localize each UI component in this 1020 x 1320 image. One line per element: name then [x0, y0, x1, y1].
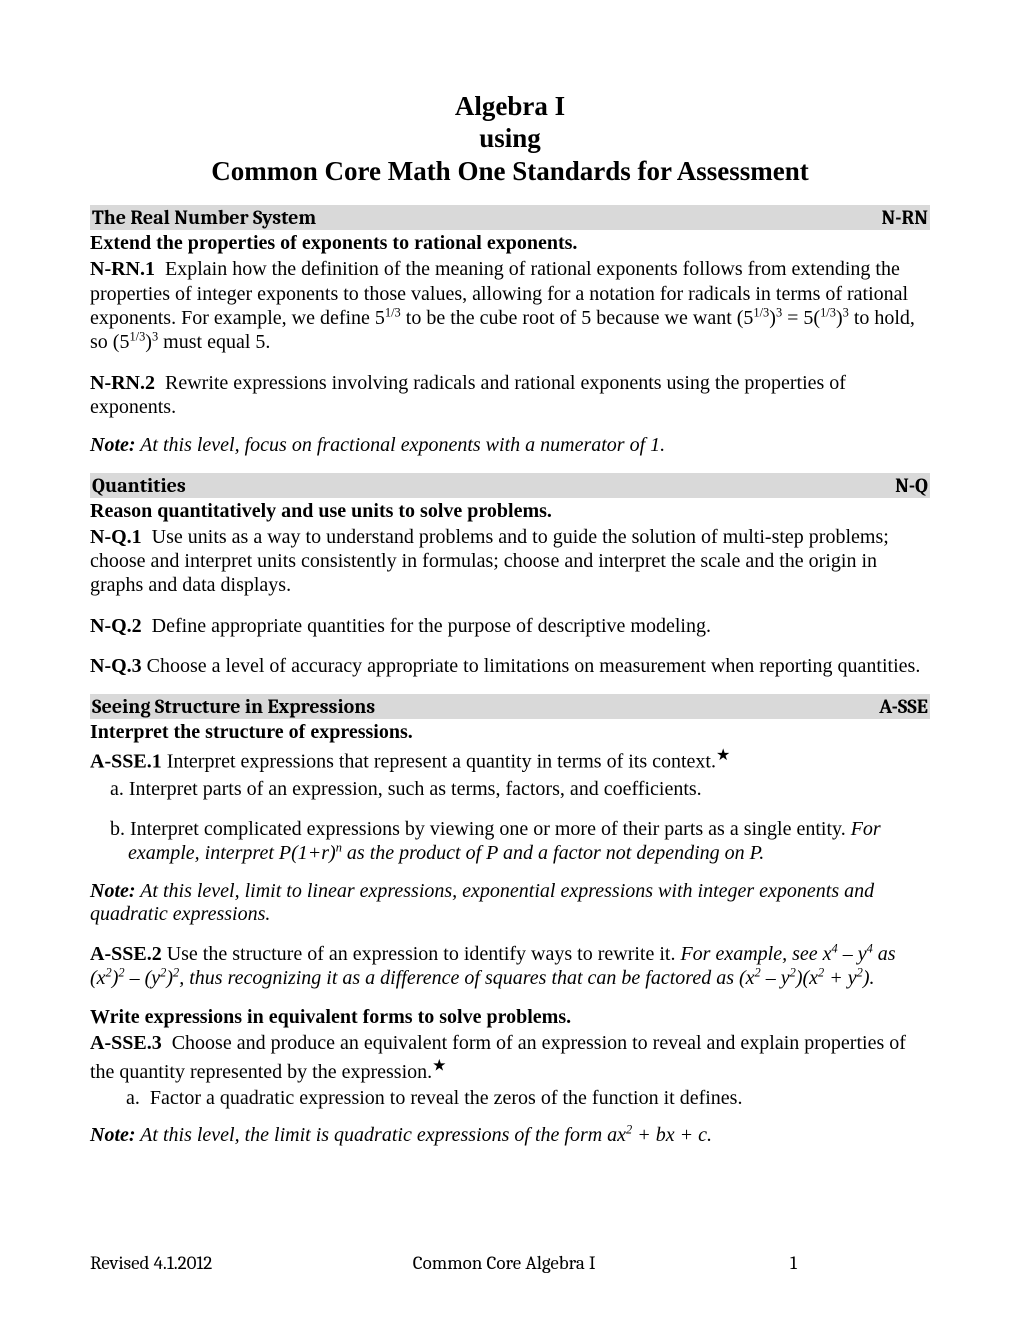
title-line-1: Algebra I	[90, 90, 930, 122]
sub-item-b: b. Interpret complicated expressions by …	[128, 817, 930, 866]
title-block: Algebra I using Common Core Math One Sta…	[90, 90, 930, 187]
cluster-heading: Interpret the structure of expressions.	[90, 721, 930, 744]
section-title: Quantities	[92, 474, 186, 497]
section-header-nrn: The Real Number System N-RN	[90, 205, 930, 230]
star-icon: ★	[432, 1057, 446, 1074]
standard-text: Choose a level of accuracy appropriate t…	[147, 655, 921, 677]
standard-asse3: A-SSE.3 Choose and produce an equivalent…	[90, 1031, 930, 1083]
sub-marker: a.	[126, 1087, 140, 1109]
standard-code: N-Q.3	[90, 655, 142, 677]
standard-code: A-SSE.2	[90, 943, 162, 965]
section-code: A-SSE	[879, 695, 928, 718]
section-title: The Real Number System	[92, 206, 316, 229]
section-title: Seeing Structure in Expressions	[92, 695, 375, 718]
standard-code: A-SSE.1	[90, 751, 162, 773]
note-text: At this level, limit to linear expressio…	[90, 880, 874, 925]
standard-nq1: N-Q.1 Use units as a way to understand p…	[90, 525, 930, 598]
standard-text: Use units as a way to understand problem…	[90, 526, 889, 597]
standard-code: A-SSE.3	[90, 1032, 162, 1054]
note-nrn: Note: At this level, focus on fractional…	[90, 434, 930, 457]
standard-text: Explain how the definition of the meanin…	[90, 258, 915, 353]
title-line-3: Common Core Math One Standards for Asses…	[90, 155, 930, 187]
sub-marker: a.	[110, 778, 124, 800]
note-text: At this level, focus on fractional expon…	[136, 434, 666, 456]
standard-text: Define appropriate quantities for the pu…	[152, 615, 711, 637]
cluster-heading: Write expressions in equivalent forms to…	[90, 1006, 930, 1029]
standard-code: N-RN.2	[90, 372, 155, 394]
standard-code: N-Q.2	[90, 615, 142, 637]
section-code: N-RN	[882, 206, 928, 229]
section-code: N-Q	[895, 474, 928, 497]
standard-code: N-RN.1	[90, 258, 155, 280]
page-footer: Revised 4.1.2012 Common Core Algebra I 1	[90, 1252, 930, 1274]
note-label: Note:	[90, 434, 136, 456]
document-page: Algebra I using Common Core Math One Sta…	[0, 0, 1020, 1320]
standard-nq2: N-Q.2 Define appropriate quantities for …	[90, 614, 930, 638]
section-header-asse: Seeing Structure in Expressions A-SSE	[90, 694, 930, 719]
standard-nq3: N-Q.3 Choose a level of accuracy appropr…	[90, 654, 930, 678]
footer-revised: Revised 4.1.2012	[90, 1252, 212, 1274]
sub-marker: b.	[110, 818, 125, 840]
standard-text: Use the structure of an expression to id…	[90, 943, 896, 989]
standard-text: Interpret expressions that represent a q…	[162, 751, 716, 773]
star-icon: ★	[716, 747, 730, 764]
standard-code: N-Q.1	[90, 526, 142, 548]
note-asse1: Note: At this level, limit to linear exp…	[90, 880, 930, 926]
section-header-nq: Quantities N-Q	[90, 473, 930, 498]
sub-text: Factor a quadratic expression to reveal …	[150, 1087, 743, 1109]
cluster-heading: Extend the properties of exponents to ra…	[90, 232, 930, 255]
standard-text: Choose and produce an equivalent form of…	[90, 1032, 906, 1082]
note-label: Note:	[90, 1124, 136, 1146]
standard-asse2: A-SSE.2 Use the structure of an expressi…	[90, 942, 930, 991]
sub-text: Interpret complicated expressions by vie…	[128, 818, 881, 864]
footer-page-number: 1	[790, 1252, 930, 1274]
standard-text: Rewrite expressions involving radicals a…	[90, 372, 846, 418]
title-line-2: using	[90, 122, 930, 154]
note-asse2: Note: At this level, the limit is quadra…	[90, 1124, 930, 1147]
cluster-heading: Reason quantitatively and use units to s…	[90, 500, 930, 523]
sub-item-a: a. Interpret parts of an expression, suc…	[128, 777, 930, 801]
note-label: Note:	[90, 880, 136, 902]
sub-item-a: a. Factor a quadratic expression to reve…	[144, 1086, 930, 1110]
standard-asse1: A-SSE.1 Interpret expressions that repre…	[90, 746, 930, 774]
standard-nrn1: N-RN.1 Explain how the definition of the…	[90, 257, 930, 355]
note-text: At this level, the limit is quadratic ex…	[136, 1124, 712, 1146]
sub-text: Interpret parts of an expression, such a…	[129, 778, 702, 800]
standard-nrn2: N-RN.2 Rewrite expressions involving rad…	[90, 371, 930, 420]
footer-title: Common Core Algebra I	[212, 1252, 790, 1274]
